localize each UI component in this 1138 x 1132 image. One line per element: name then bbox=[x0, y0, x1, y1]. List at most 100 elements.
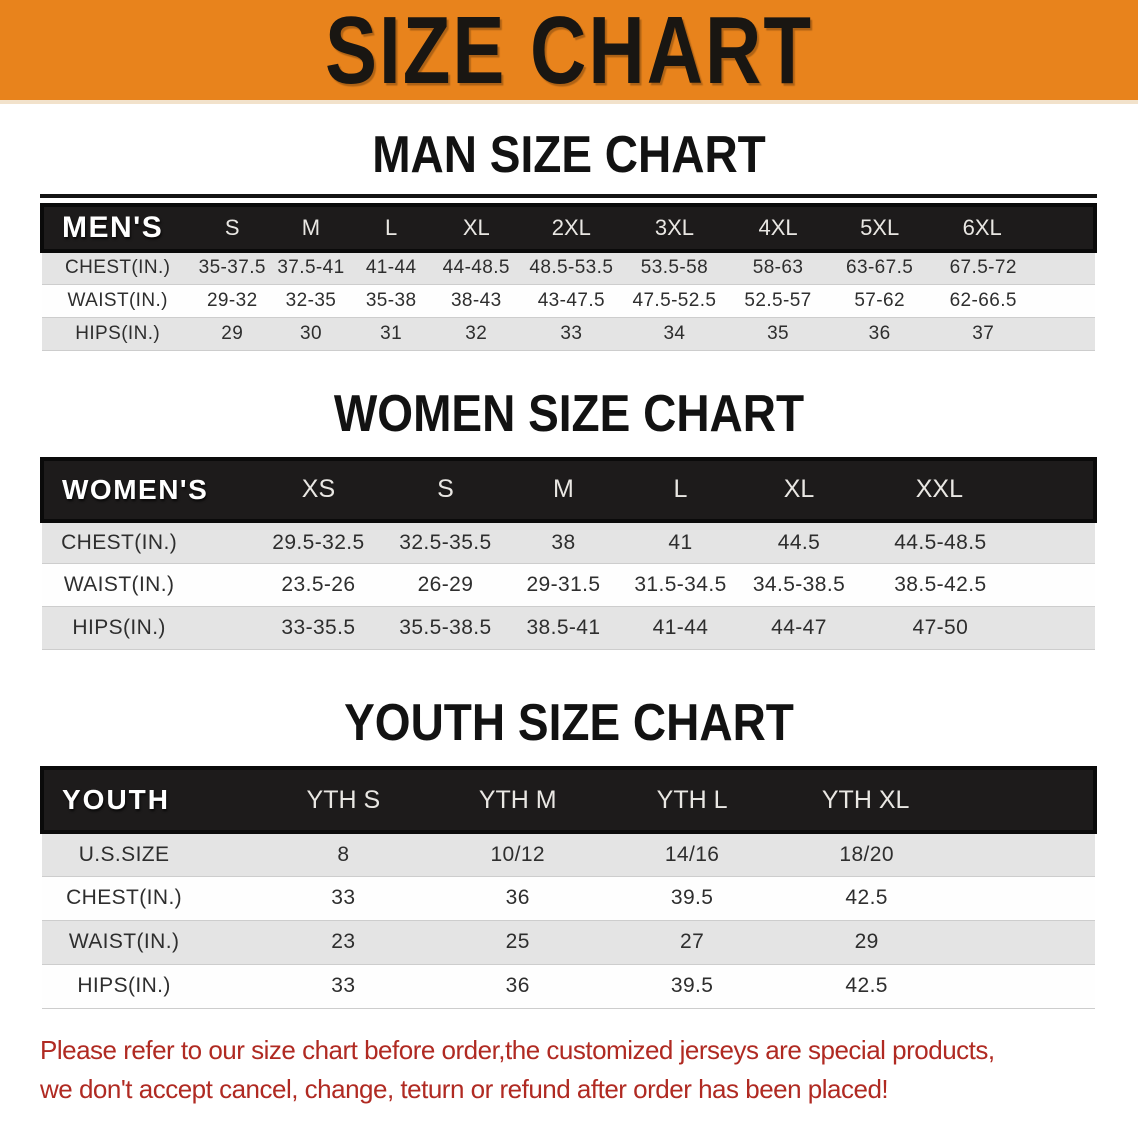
size-value: 37 bbox=[930, 317, 1095, 351]
size-value: 39.5 bbox=[604, 876, 780, 921]
table-header-row: WOMEN'S XS S M L XL XXL bbox=[39, 456, 1098, 523]
table-corner-label: WOMEN'S bbox=[39, 456, 252, 523]
size-value: 33 bbox=[256, 964, 431, 1009]
size-value: 30 bbox=[271, 317, 351, 351]
size-value: 52.5-57 bbox=[727, 284, 829, 318]
size-value: 63-67.5 bbox=[828, 249, 931, 285]
youth-size-table: YOUTH YTH S YTH M YTH L YTH XL U.S.SIZE 8 10/12… bbox=[39, 766, 1097, 1009]
size-value: 58-63 bbox=[727, 249, 829, 285]
size-value: 32 bbox=[431, 317, 522, 351]
disclaimer-line-2: we don't accept cancel, change, teturn o… bbox=[40, 1073, 889, 1104]
table-row: WAIST(IN.) 23.5-26 26-29 29-31.5 31.5-34.5 34… bbox=[42, 563, 1095, 607]
column-header: L bbox=[621, 456, 740, 523]
size-value: 27 bbox=[604, 920, 780, 965]
column-header: XL bbox=[431, 203, 522, 253]
men-section-heading: MAN SIZE CHART bbox=[372, 124, 766, 184]
column-header: 6XL bbox=[930, 203, 1097, 253]
size-value: 39.5 bbox=[604, 964, 780, 1009]
row-label: U.S.SIZE bbox=[42, 830, 257, 877]
size-value: 32.5-35.5 bbox=[385, 519, 506, 564]
column-header: YTH XL bbox=[779, 766, 1097, 834]
size-value: 8 bbox=[256, 830, 431, 877]
size-value: 37.5-41 bbox=[271, 249, 351, 285]
size-value: 53.5-58 bbox=[621, 249, 728, 285]
size-value: 33-35.5 bbox=[251, 606, 386, 650]
row-label: HIPS(IN.) bbox=[42, 606, 252, 650]
size-value: 34.5-38.5 bbox=[739, 563, 859, 607]
size-value: 47-50 bbox=[858, 606, 1095, 650]
column-header: 3XL bbox=[621, 203, 728, 253]
size-value: 38-43 bbox=[431, 284, 522, 318]
row-label: CHEST(IN.) bbox=[42, 876, 257, 921]
row-label: CHEST(IN.) bbox=[42, 519, 252, 564]
size-value: 48.5-53.5 bbox=[521, 249, 622, 285]
youth-size-section: YOUTH SIZE CHART YOUTH YTH S YTH M YTH L YTH… bbox=[0, 692, 1138, 1009]
size-value: 14/16 bbox=[604, 830, 780, 877]
size-value: 29-32 bbox=[193, 284, 272, 318]
row-label: WAIST(IN.) bbox=[42, 920, 257, 965]
size-chart-banner: SIZE CHART bbox=[0, 0, 1138, 104]
column-header: XS bbox=[251, 456, 386, 523]
column-header: YTH M bbox=[430, 766, 605, 834]
table-header-row: MEN'S S M L XL 2XL 3XL 4XL 5XL 6XL bbox=[39, 203, 1097, 253]
youth-section-heading: YOUTH SIZE CHART bbox=[344, 692, 794, 752]
size-value: 29.5-32.5 bbox=[251, 519, 386, 564]
disclaimer-text: Please refer to our size chart before or… bbox=[0, 1031, 1138, 1109]
table-row: WAIST(IN.) 29-32 32-35 35-38 38-43 43-47.5 47.… bbox=[42, 284, 1095, 318]
size-value: 62-66.5 bbox=[930, 284, 1095, 318]
size-value: 34 bbox=[621, 317, 728, 351]
size-value: 36 bbox=[828, 317, 931, 351]
size-value: 29 bbox=[193, 317, 272, 351]
size-value: 36 bbox=[430, 964, 605, 1009]
column-header: 2XL bbox=[521, 203, 622, 253]
row-label: HIPS(IN.) bbox=[42, 964, 257, 1009]
size-value: 38 bbox=[505, 519, 622, 564]
size-value: 44-48.5 bbox=[431, 249, 522, 285]
size-value: 35-37.5 bbox=[193, 249, 272, 285]
column-header: YTH S bbox=[256, 766, 431, 834]
column-header: XXL bbox=[858, 456, 1098, 523]
women-size-table: WOMEN'S XS S M L XL XXL CHEST(IN.) 29.5-32.5 32.5… bbox=[39, 456, 1098, 650]
table-row: HIPS(IN.) 33 36 39.5 42.5 bbox=[42, 964, 1095, 1009]
women-size-section: WOMEN SIZE CHART WOMEN'S XS S M L XL XXL CHEST(… bbox=[0, 383, 1138, 650]
size-value: 67.5-72 bbox=[930, 249, 1095, 285]
disclaimer-line-1: Please refer to our size chart before or… bbox=[40, 1034, 995, 1065]
row-label: CHEST(IN.) bbox=[42, 249, 194, 285]
size-value: 36 bbox=[430, 876, 605, 921]
size-value: 35.5-38.5 bbox=[385, 606, 506, 650]
men-size-section: MAN SIZE CHART MEN'S S M L XL 2XL 3XL 4XL 5XL 6XL… bbox=[0, 124, 1138, 351]
column-header: S bbox=[385, 456, 506, 523]
size-value: 42.5 bbox=[779, 964, 1095, 1009]
size-value: 23.5-26 bbox=[251, 563, 386, 607]
size-value: 47.5-52.5 bbox=[621, 284, 728, 318]
size-value: 31 bbox=[350, 317, 432, 351]
column-header: XL bbox=[739, 456, 859, 523]
size-value: 35 bbox=[727, 317, 829, 351]
size-value: 44-47 bbox=[739, 606, 859, 650]
size-value: 41-44 bbox=[621, 606, 740, 650]
row-label: WAIST(IN.) bbox=[42, 284, 194, 318]
column-header: M bbox=[505, 456, 622, 523]
table-header-row: YOUTH YTH S YTH M YTH L YTH XL bbox=[39, 766, 1097, 834]
row-label: WAIST(IN.) bbox=[42, 563, 252, 607]
size-value: 23 bbox=[256, 920, 431, 965]
table-row: HIPS(IN.) 33-35.5 35.5-38.5 38.5-41 41-44 44-… bbox=[42, 606, 1095, 650]
table-row: WAIST(IN.) 23 25 27 29 bbox=[42, 920, 1095, 965]
column-header: YTH L bbox=[604, 766, 780, 834]
table-row: HIPS(IN.) 29 30 31 32 33 34 35 36 37 bbox=[42, 317, 1095, 351]
size-value: 43-47.5 bbox=[521, 284, 622, 318]
size-value: 25 bbox=[430, 920, 605, 965]
size-value: 29-31.5 bbox=[505, 563, 622, 607]
size-value: 42.5 bbox=[779, 876, 1095, 921]
column-header: S bbox=[193, 203, 272, 253]
column-header: 5XL bbox=[828, 203, 931, 253]
size-value: 33 bbox=[256, 876, 431, 921]
size-value: 18/20 bbox=[779, 830, 1095, 877]
size-value: 38.5-41 bbox=[505, 606, 622, 650]
column-header: L bbox=[350, 203, 432, 253]
size-value: 41-44 bbox=[350, 249, 432, 285]
table-row: CHEST(IN.) 29.5-32.5 32.5-35.5 38 41 44.5 44.5… bbox=[42, 519, 1095, 564]
column-header: 4XL bbox=[727, 203, 829, 253]
size-value: 31.5-34.5 bbox=[621, 563, 740, 607]
size-value: 26-29 bbox=[385, 563, 506, 607]
